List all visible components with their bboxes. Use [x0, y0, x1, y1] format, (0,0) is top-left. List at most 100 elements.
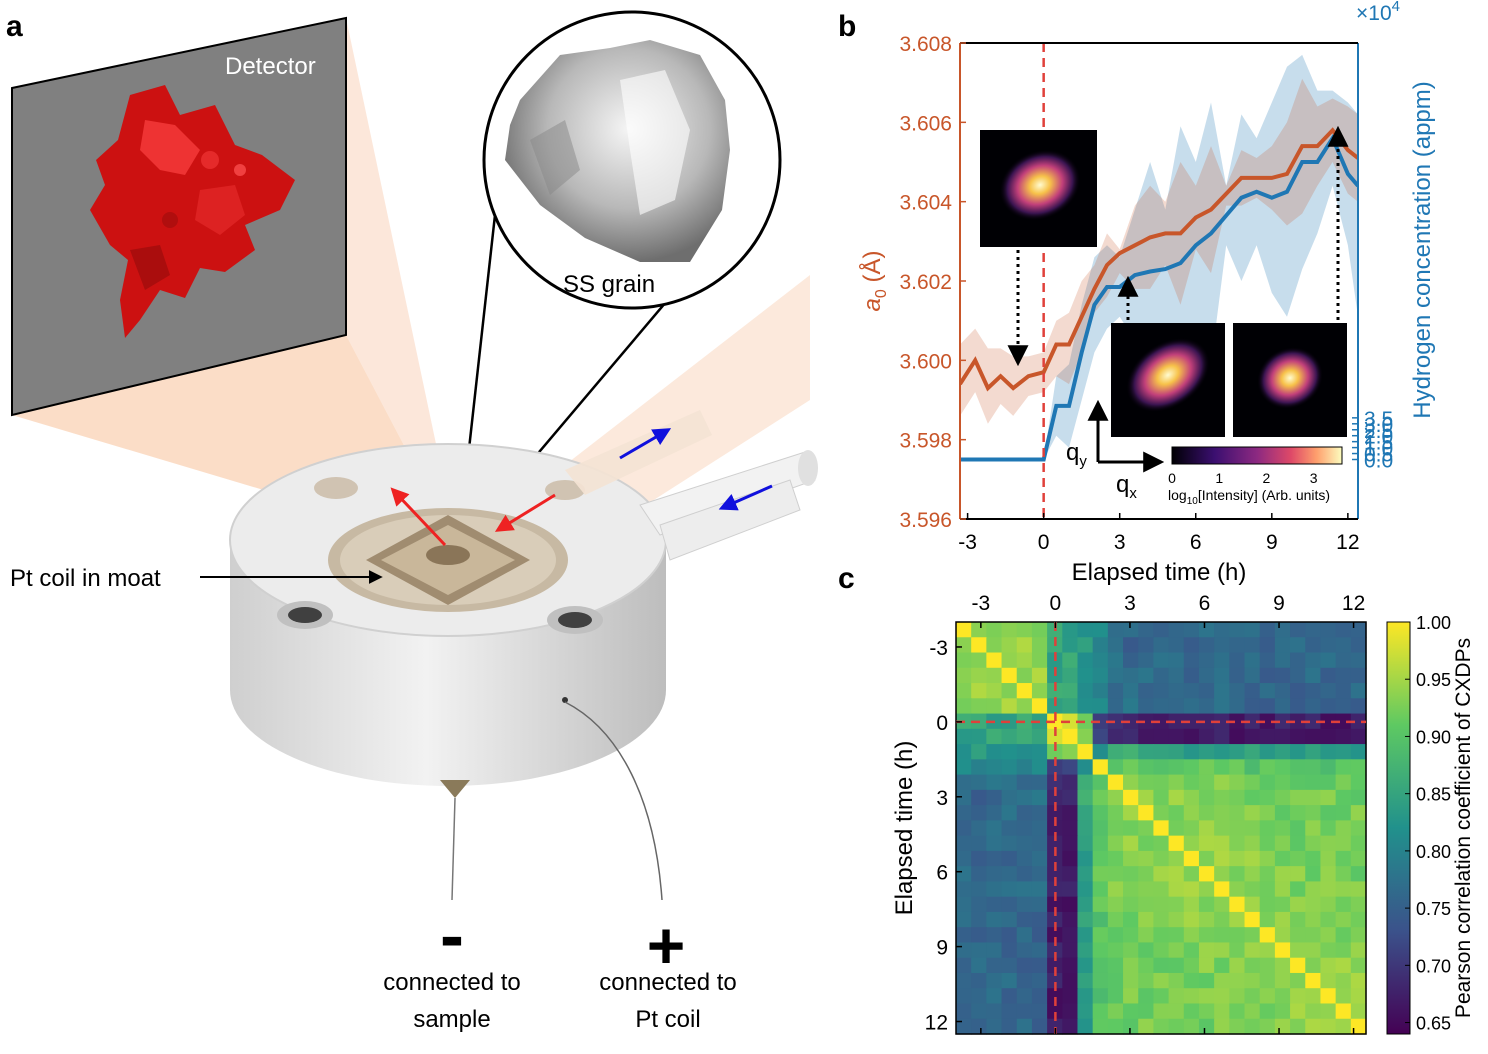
heatmap-cell [1031, 957, 1048, 974]
heatmap-cell [1123, 957, 1139, 974]
heatmap-cell [1229, 805, 1246, 821]
heatmap-cell [1274, 774, 1291, 791]
heatmap-cell [1335, 774, 1352, 791]
heatmap-cell [1305, 744, 1322, 760]
heatmap-cell [1244, 820, 1261, 837]
heatmap-cell [1274, 744, 1291, 760]
heatmap-cell [1062, 683, 1079, 699]
heatmap-cell [1016, 728, 1033, 745]
heatmap-cell [1335, 988, 1352, 1005]
heatmap-cell [1214, 1003, 1230, 1020]
heatmap-cell [1244, 927, 1261, 944]
heatmap-cell [1259, 835, 1276, 852]
heatmap-cell [1183, 911, 1200, 928]
heatmap-cell [1001, 805, 1018, 821]
heatmap-cell [1047, 728, 1063, 745]
heatmap-cell [1214, 911, 1230, 928]
top-tick-label: 0 [1050, 592, 1062, 615]
heatmap-cell [1350, 1018, 1367, 1035]
heatmap-cell [1107, 713, 1124, 730]
heatmap-cell [1047, 789, 1063, 806]
heatmap-cell [1259, 850, 1276, 867]
heatmap-cell [1320, 683, 1337, 699]
heatmap-cell [1047, 866, 1063, 883]
heatmap-cell [1138, 972, 1155, 989]
heatmap-cell [1047, 881, 1063, 898]
heatmap-cell [1335, 1003, 1352, 1020]
heatmap-cell [1259, 866, 1276, 883]
heatmap-cell [1229, 713, 1246, 730]
heatmap-cell [1138, 759, 1155, 776]
x-axis-label: Elapsed time (h) [1072, 559, 1247, 586]
heatmap-cell [1259, 988, 1276, 1005]
colorbar-tick-label: 0.80 [1416, 842, 1451, 862]
heatmap-cell [1168, 789, 1185, 806]
heatmap-cell [1168, 698, 1185, 715]
heatmap-cell [1077, 1003, 1094, 1020]
heatmap-cell [1138, 652, 1155, 669]
heatmap-cell [1350, 637, 1367, 654]
heatmap-cell [1335, 698, 1352, 715]
grain-label: SS grain [563, 271, 655, 298]
heatmap-cell [1305, 789, 1322, 806]
heatmap-cell [1123, 896, 1139, 913]
heatmap-cell [1031, 1003, 1048, 1020]
heatmap-cell [1229, 652, 1246, 669]
heatmap-cell [1320, 622, 1337, 638]
heatmap-cell [1335, 957, 1352, 974]
heatmap-cell [1244, 942, 1261, 959]
heatmap-cell [1123, 759, 1139, 776]
heatmap-cell [1259, 942, 1276, 959]
heatmap-cell [1274, 896, 1291, 913]
heatmap-cell [1168, 713, 1185, 730]
heatmap-cell [1153, 683, 1170, 699]
heatmap-cell [1123, 881, 1139, 898]
heatmap-cell [1092, 927, 1109, 944]
heatmap-cell [1259, 683, 1276, 699]
heatmap-cell [971, 728, 987, 745]
heatmap-cell [1016, 759, 1033, 776]
heatmap-cell [1062, 942, 1079, 959]
intensity-tick-label: 3 [1310, 470, 1318, 486]
heatmap-cell [1350, 820, 1367, 837]
heatmap-cell [1305, 1018, 1322, 1035]
heatmap-cell [1290, 911, 1306, 928]
heatmap-cell [1244, 835, 1261, 852]
heatmap-cell [1259, 896, 1276, 913]
heatmap-cell [1062, 1003, 1079, 1020]
heatmap-cell [1350, 1003, 1367, 1020]
right-tick-label: 0.5 [1364, 444, 1393, 467]
heatmap-cell [1077, 637, 1094, 654]
heatmap-cell [1305, 850, 1322, 867]
intensity-colorbar [1171, 446, 1343, 465]
heatmap-cell [1274, 835, 1291, 852]
heatmap-cell [986, 805, 1003, 821]
heatmap-cell [1092, 759, 1109, 776]
heatmap-cell [1123, 820, 1139, 837]
heatmap-cell [1001, 759, 1018, 776]
heatmap-cell [971, 759, 987, 776]
heatmap-cell [1062, 881, 1079, 898]
heatmap-cell [1335, 667, 1352, 684]
heatmap-cell [1062, 637, 1079, 654]
heatmap-cell [971, 911, 987, 928]
heatmap-cell [1198, 713, 1215, 730]
heatmap-cell [1092, 911, 1109, 928]
heatmap-cell [1290, 759, 1306, 776]
heatmap-cell [1062, 744, 1079, 760]
heatmap-cell [971, 957, 987, 974]
heatmap-cell [986, 744, 1003, 760]
heatmap-cell [1305, 683, 1322, 699]
heatmap-cell [1198, 927, 1215, 944]
heatmap-cell [1183, 728, 1200, 745]
heatmap-cell [1274, 866, 1291, 883]
heatmap-cell [1229, 988, 1246, 1005]
heatmap-cell [1198, 988, 1215, 1005]
heatmap-cell [1350, 667, 1367, 684]
heatmap-cell [1335, 972, 1352, 989]
heatmap-cell [1214, 774, 1230, 791]
heatmap-cell [1031, 789, 1048, 806]
heatmap-cell [1335, 866, 1352, 883]
heatmap-cell [1350, 728, 1367, 745]
heatmap-cell [1320, 713, 1337, 730]
